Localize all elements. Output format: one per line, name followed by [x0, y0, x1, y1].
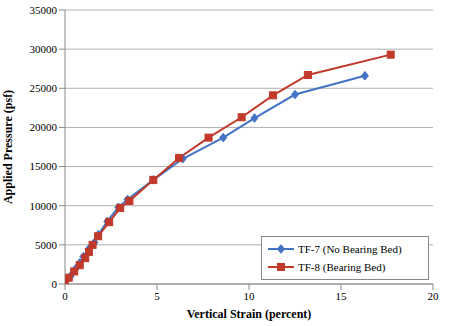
svg-text:5000: 5000 [35, 239, 58, 251]
svg-text:10000: 10000 [30, 200, 58, 212]
svg-text:5: 5 [154, 290, 160, 302]
svg-text:10: 10 [244, 290, 256, 302]
svg-text:15000: 15000 [30, 160, 58, 172]
svg-text:Applied Pressure (psf): Applied Pressure (psf) [8, 90, 15, 204]
html-text:TF-7 (No Bearing Bed): TF-7 (No Bearing Bed) [298, 243, 402, 255]
svg-text:25000: 25000 [30, 82, 58, 94]
svg-text:35000: 35000 [30, 4, 58, 16]
svg-text:15: 15 [336, 290, 348, 302]
html-text:TF-8 (Bearing Bed): TF-8 (Bearing Bed) [298, 261, 386, 273]
svg-text:30000: 30000 [30, 43, 58, 55]
svg-text:Vertical Strain (percent): Vertical Strain (percent) [187, 307, 312, 321]
svg-text:20: 20 [428, 290, 440, 302]
svg-text:20000: 20000 [30, 121, 58, 133]
svg-text:0: 0 [52, 278, 58, 290]
svg-text:0: 0 [62, 290, 68, 302]
